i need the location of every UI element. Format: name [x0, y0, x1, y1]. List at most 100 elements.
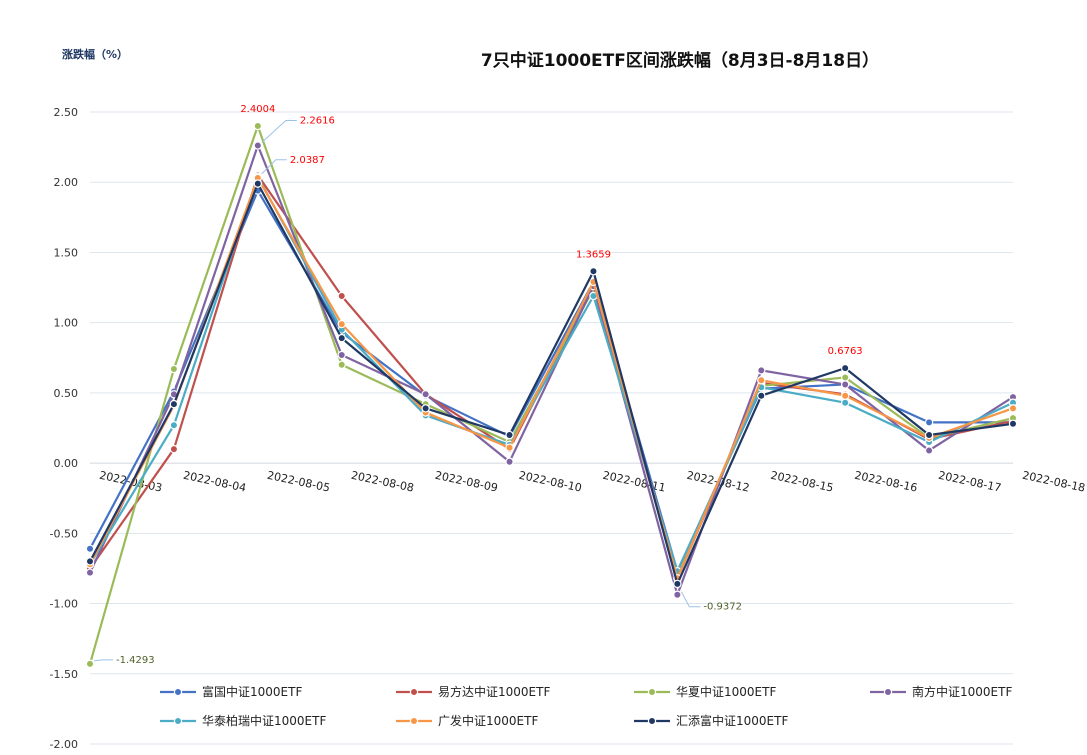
- y-tick-label: -1.50: [50, 668, 78, 681]
- data-point: [337, 350, 346, 360]
- series-line: [88, 144, 1015, 596]
- data-point: [253, 121, 263, 131]
- data-point: [421, 390, 430, 399]
- data-point: [840, 398, 850, 407]
- legend: 富国中证1000ETF 易方达中证1000ETF 华夏中证1000ETF 南方中证10…: [160, 684, 1012, 728]
- legend-swatch-marker: [409, 716, 419, 726]
- data-point: [421, 404, 430, 413]
- data-point: [757, 391, 766, 400]
- y-tick-label: -2.00: [50, 738, 78, 751]
- data-point: [505, 430, 514, 440]
- y-tick-labels: 2.50 2.00 1.50 1.00 0.50 0.00 -0.50 -1.00 -1.50 -…: [50, 106, 78, 751]
- legend-label: 华夏中证1000ETF: [676, 684, 776, 699]
- data-point: [1008, 404, 1018, 413]
- series-2: [85, 170, 1018, 583]
- data-point: [757, 376, 766, 385]
- legend-label: 华泰柏瑞中证1000ETF: [202, 713, 326, 728]
- data-point: [673, 579, 682, 589]
- legend-item: 华夏中证1000ETF: [634, 684, 776, 699]
- legend-label: 广发中证1000ETF: [438, 713, 538, 728]
- data-point: [337, 319, 346, 329]
- data-point: [337, 291, 346, 301]
- legend-label: 南方中证1000ETF: [912, 684, 1012, 699]
- legend-swatch-marker: [409, 687, 419, 697]
- data-label: 2.2616: [300, 115, 335, 126]
- data-point: [840, 380, 850, 389]
- x-tick-label: 2022-08-09: [434, 469, 499, 495]
- y-tick-label: -1.00: [50, 598, 78, 611]
- legend-label: 富国中证1000ETF: [202, 684, 302, 699]
- data-point: [85, 557, 95, 566]
- data-point: [924, 430, 934, 440]
- data-point: [169, 399, 179, 409]
- data-label: -0.9372: [703, 602, 742, 613]
- chart-title: 7只中证1000ETF区间涨跌幅（8月3日-8月18日）: [481, 50, 879, 71]
- series-1: [85, 186, 1018, 576]
- x-tick-label: 2022-08-04: [182, 469, 247, 495]
- data-point: [505, 443, 514, 452]
- data-point: [1008, 419, 1018, 428]
- annotation-leader: [93, 659, 113, 662]
- data-point: [169, 420, 179, 430]
- y-tick-label: 0.00: [54, 457, 79, 470]
- data-point: [840, 391, 850, 400]
- series-line: [88, 189, 1015, 573]
- series-4: [85, 141, 1018, 599]
- x-tick-label: 2022-08-08: [350, 469, 415, 495]
- x-tick-label: 2022-08-10: [518, 469, 583, 495]
- data-point: [589, 267, 598, 276]
- y-tick-label: 0.50: [54, 387, 79, 400]
- legend-item: 南方中证1000ETF: [870, 684, 1012, 699]
- legend-swatch-marker: [647, 716, 657, 726]
- legend-swatch-marker: [647, 687, 657, 697]
- series-line: [88, 176, 1015, 580]
- data-point: [253, 141, 263, 150]
- legend-label: 易方达中证1000ETF: [438, 684, 550, 699]
- series-7: [85, 179, 1018, 589]
- data-point: [169, 444, 179, 454]
- data-point: [924, 418, 934, 427]
- data-point: [840, 373, 850, 382]
- series-line: [88, 182, 1015, 585]
- x-tick-label: 2022-08-15: [769, 469, 834, 495]
- y-tick-label: 1.50: [54, 246, 79, 259]
- data-label: 1.3659: [576, 249, 611, 260]
- x-tick-label: 2022-08-16: [853, 469, 918, 495]
- legend-swatch-marker: [883, 687, 893, 697]
- x-tick-label: 2022-08-11: [602, 469, 667, 495]
- annotation-leader: [680, 591, 701, 608]
- y-tick-label: 2.00: [54, 176, 79, 189]
- legend-item: 易方达中证1000ETF: [396, 684, 550, 699]
- annotations: 2.4004 2.2616 2.0387 1.3659 0.6763 -1.4293 -0.…: [93, 104, 863, 666]
- series-6: [85, 173, 1018, 583]
- annotation-leader: [261, 119, 297, 143]
- data-label: 2.4004: [240, 104, 275, 115]
- data-label: -1.4293: [116, 655, 155, 666]
- legend-item: 广发中证1000ETF: [396, 713, 538, 728]
- data-point: [337, 333, 346, 343]
- legend-label: 汇添富中证1000ETF: [676, 713, 788, 728]
- data-point: [85, 544, 95, 553]
- data-point: [505, 457, 514, 466]
- series-line: [88, 124, 1015, 665]
- data-label: 2.0387: [290, 155, 325, 166]
- data-point: [169, 364, 179, 374]
- legend-swatch-marker: [173, 716, 183, 726]
- series-group: [85, 121, 1018, 669]
- data-point: [253, 179, 263, 188]
- data-point: [924, 446, 934, 455]
- data-point: [85, 568, 95, 577]
- y-tick-label: 1.00: [54, 317, 79, 330]
- data-label: 0.6763: [828, 346, 863, 357]
- gridlines: [90, 111, 1013, 745]
- x-tick-labels: 2022-08-03 2022-08-04 2022-08-05 2022-08-08…: [98, 469, 1086, 495]
- data-point: [85, 659, 95, 669]
- legend-item: 富国中证1000ETF: [160, 684, 302, 699]
- data-point: [757, 366, 766, 375]
- x-tick-label: 2022-08-17: [937, 469, 1002, 495]
- legend-item: 汇添富中证1000ETF: [634, 713, 788, 728]
- data-point: [337, 360, 346, 369]
- y-tick-label: 2.50: [54, 106, 79, 119]
